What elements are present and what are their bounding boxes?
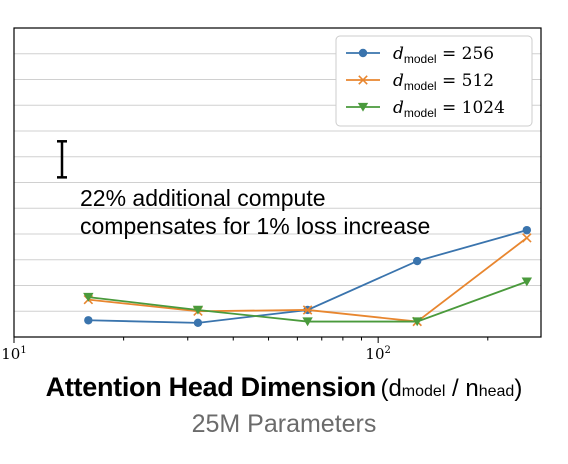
data-point xyxy=(522,225,532,235)
annotation: 22% additional compute compensates for 1… xyxy=(57,140,430,239)
annotation-text-line2: compensates for 1% loss increase xyxy=(80,213,430,239)
legend-entry: dmodel = 256 xyxy=(346,44,494,66)
x-axis-label-mid: / n xyxy=(445,375,479,402)
series-layer xyxy=(83,225,533,328)
series-2 xyxy=(83,277,533,327)
x-tick-label: 101 xyxy=(1,345,26,363)
legend-label: dmodel = 512 xyxy=(393,71,494,93)
legend-box xyxy=(335,35,533,127)
legend: dmodel = 256 dmodel = 512 dmodel = 1024 xyxy=(335,35,533,127)
data-point xyxy=(193,318,203,328)
data-point xyxy=(302,305,313,315)
data-point-stroke-b xyxy=(522,233,532,243)
legend-marker xyxy=(358,75,368,85)
data-point xyxy=(522,233,532,243)
x-axis-label-sub1: model xyxy=(401,383,446,400)
data-point xyxy=(192,305,204,315)
legend-label: dmodel = 1024 xyxy=(393,98,505,120)
data-point xyxy=(302,317,313,327)
legend-marker-stroke-b xyxy=(358,75,368,85)
legend-marker xyxy=(358,48,368,58)
legend-label: dmodel = 256 xyxy=(393,44,494,66)
data-point xyxy=(83,292,94,302)
plot-frame xyxy=(13,27,542,338)
x-axis-label-paren-open: (d xyxy=(380,375,402,402)
x-axis-label: Attention Head Dimension (dmodel / nhead… xyxy=(0,372,568,403)
data-point xyxy=(521,277,533,287)
chart-subtitle: 25M Parameters xyxy=(191,410,377,438)
chart: 101 102 22% additional compute compensate… xyxy=(1,27,542,363)
legend-entry: dmodel = 1024 xyxy=(346,98,505,120)
x-axis-label-sub2: head xyxy=(478,383,515,400)
data-point-stroke-b xyxy=(302,305,313,315)
x-axis-label-paren-close: ) xyxy=(514,375,523,402)
series-0 xyxy=(84,225,532,328)
data-point xyxy=(413,256,422,266)
legend-marker xyxy=(357,102,369,112)
annotation-text-line1: 22% additional compute xyxy=(80,185,326,211)
data-point xyxy=(84,316,93,325)
x-axis-ticks: 101 102 xyxy=(1,337,489,363)
x-tick-label: 102 xyxy=(365,345,390,363)
x-axis-label-main: Attention Head Dimension xyxy=(45,372,377,402)
data-point xyxy=(412,317,423,327)
legend-entry: dmodel = 512 xyxy=(346,71,494,93)
